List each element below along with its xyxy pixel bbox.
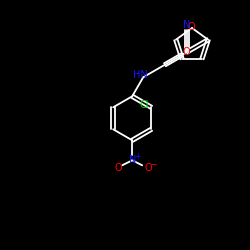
Text: N: N (128, 155, 136, 165)
Text: O: O (114, 163, 122, 173)
Text: HN: HN (133, 70, 148, 80)
Text: O: O (182, 47, 190, 57)
Text: Cl: Cl (140, 100, 149, 110)
Text: N: N (183, 20, 190, 30)
Text: O: O (144, 163, 152, 173)
Text: −: − (150, 160, 156, 169)
Text: +: + (134, 152, 140, 161)
Text: O: O (187, 22, 195, 32)
